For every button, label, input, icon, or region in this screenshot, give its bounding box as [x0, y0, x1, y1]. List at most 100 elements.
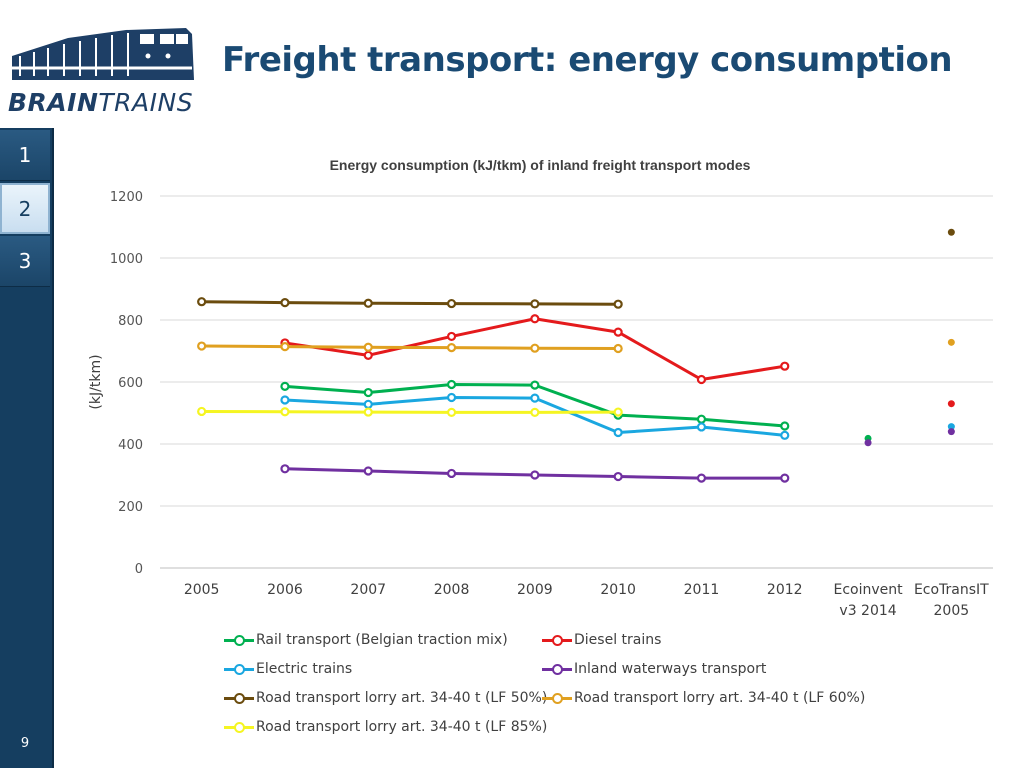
data-point	[613, 427, 623, 438]
data-point	[363, 342, 373, 352]
data-point	[280, 407, 290, 417]
x-tick-label: 2005	[184, 582, 220, 598]
y-tick-label: 600	[118, 376, 143, 391]
data-point	[363, 407, 373, 417]
data-point	[197, 297, 207, 307]
page-title: Freight transport: energy consumption	[222, 40, 953, 80]
data-point	[446, 331, 457, 342]
data-point	[780, 421, 790, 431]
data-point	[613, 299, 623, 309]
legend-label: Road transport lorry art. 34-40 t (LF 60…	[574, 690, 866, 706]
y-tick-label: 1200	[110, 190, 143, 205]
x-tick-label: Ecoinvent	[833, 582, 903, 598]
data-point	[446, 407, 457, 417]
data-point	[947, 400, 955, 408]
series-line	[201, 409, 619, 414]
data-point	[613, 471, 623, 482]
y-tick-label: 400	[118, 438, 143, 453]
legend-item: Road transport lorry art. 34-40 t (LF 85…	[224, 719, 547, 735]
data-point	[197, 341, 207, 351]
series-line	[201, 344, 619, 351]
data-point	[696, 374, 707, 385]
y-tick-label: 1000	[110, 252, 143, 267]
x-tick-label: 2009	[517, 582, 553, 598]
data-point	[280, 342, 290, 352]
legend-item: Rail transport (Belgian traction mix)	[224, 632, 508, 648]
legend-label: Road transport lorry art. 34-40 t (LF 50…	[256, 690, 548, 706]
legend-swatch	[542, 692, 572, 704]
nav-tab-2[interactable]: 2	[0, 183, 50, 234]
x-tick-label: 2008	[434, 582, 470, 598]
data-point	[530, 314, 540, 324]
data-point	[696, 414, 707, 424]
data-point	[446, 298, 457, 309]
data-point	[363, 350, 373, 360]
braintrains-logo: BRAINTRAINS	[8, 22, 198, 118]
x-tick-label: 2011	[684, 582, 720, 598]
nav-tab-1[interactable]: 1	[0, 130, 50, 181]
train-logo-icon	[12, 28, 194, 80]
legend-swatch	[224, 663, 254, 675]
data-point	[530, 393, 540, 403]
legend-item: Diesel trains	[542, 632, 661, 648]
legend-swatch	[542, 663, 572, 675]
data-point	[446, 379, 457, 390]
data-point	[363, 387, 373, 398]
y-tick-label: 200	[118, 500, 143, 515]
x-tick-label: 2010	[600, 582, 636, 598]
legend-label: Road transport lorry art. 34-40 t (LF 85…	[256, 719, 548, 735]
data-point	[280, 395, 290, 405]
legend-swatch	[224, 721, 254, 733]
data-point	[613, 407, 623, 417]
series-line	[201, 300, 619, 306]
y-tick-label: 800	[118, 314, 143, 329]
data-point	[947, 423, 955, 431]
x-tick-label: v3 2014	[839, 603, 896, 619]
chart-title: Energy consumption (kJ/tkm) of inland fr…	[329, 157, 751, 173]
data-point	[613, 327, 623, 337]
x-tick-label: 2007	[350, 582, 386, 598]
legend-item: Road transport lorry art. 34-40 t (LF 50…	[224, 690, 547, 706]
data-point	[530, 343, 540, 353]
x-tick-label: 2005	[934, 603, 970, 619]
data-point	[947, 228, 955, 236]
legend-swatch	[224, 692, 254, 704]
x-tick-label: 2012	[767, 582, 803, 598]
data-point	[280, 464, 290, 474]
data-point	[363, 399, 373, 409]
nav-tab-3[interactable]: 3	[0, 236, 50, 287]
legend-swatch	[542, 634, 572, 646]
data-point	[446, 342, 457, 353]
data-point	[530, 470, 540, 480]
data-point	[280, 298, 290, 308]
data-point	[947, 428, 955, 436]
data-point	[947, 338, 955, 346]
x-tick-label: 2006	[267, 582, 303, 598]
data-point	[696, 422, 707, 432]
legend-item: Inland waterways transport	[542, 661, 766, 677]
data-point	[363, 298, 373, 308]
data-point	[780, 361, 790, 371]
legend-item: Road transport lorry art. 34-40 t (LF 60…	[542, 690, 865, 706]
data-point	[864, 439, 872, 447]
data-point	[780, 430, 790, 440]
legend-item: Electric trains	[224, 661, 352, 677]
data-point	[530, 380, 540, 390]
data-point	[446, 468, 457, 479]
legend-label: Diesel trains	[574, 632, 662, 648]
y-axis-label: (kJ/tkm)	[88, 354, 104, 409]
data-point	[446, 392, 457, 403]
data-point	[197, 406, 207, 417]
data-point	[696, 473, 707, 483]
legend-label: Inland waterways transport	[574, 661, 767, 677]
x-tick-label: EcoTransIT	[914, 582, 989, 598]
data-point	[280, 381, 290, 391]
legend-label: Rail transport (Belgian traction mix)	[256, 632, 508, 648]
legend-label: Electric trains	[256, 661, 353, 677]
page-number: 9	[20, 736, 30, 751]
data-point	[363, 466, 373, 476]
legend-swatch	[224, 634, 254, 646]
data-point	[780, 473, 790, 483]
data-point	[530, 299, 540, 309]
